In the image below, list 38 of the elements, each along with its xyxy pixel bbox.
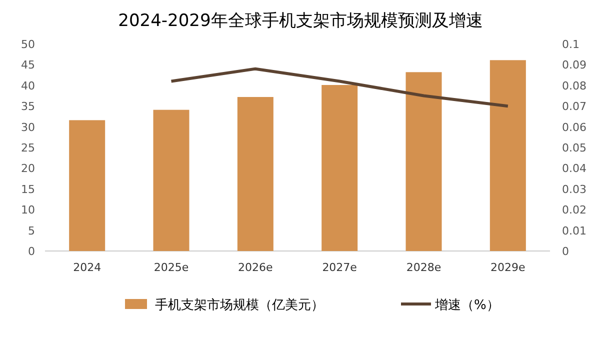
chart-title: 2024-2029年全球手机支架市场规模预测及增速 [118,11,483,31]
x-tick-label: 2026e [238,261,274,274]
y-tick-label: 20 [21,162,35,176]
x-tick-label: 2025e [154,261,189,274]
x-tick-label: 2028e [406,261,442,274]
y-tick-label: 25 [21,142,35,154]
y-tick-label: 15 [21,182,35,196]
x-tick-label: 2024 [73,261,102,274]
y-tick-label: 30 [21,120,35,134]
x-tick-label: 2029e [490,261,526,274]
y2-tick-label: 0.05 [562,142,586,154]
bar [406,72,442,251]
y-tick-label: 35 [21,100,35,114]
y-tick-label: 10 [21,204,35,217]
y2-tick-label: 0.08 [562,79,586,92]
y-tick-label: 50 [21,38,35,51]
bar [322,84,358,251]
y2-tick-label: 0 [562,245,569,258]
y-tick-label: 0 [28,245,35,258]
y2-tick-label: 0.1 [562,38,580,51]
legend-label: 增速（%） [434,298,500,313]
y2-tick-label: 0.04 [562,162,586,176]
y-tick-label: 45 [21,58,35,72]
y-tick-label: 5 [28,224,35,238]
y2-tick-label: 0.01 [562,224,586,238]
y2-tick-label: 0.06 [562,120,586,134]
x-tick-label: 2027e [322,261,358,274]
bar [237,96,274,251]
legend-label: 手机支架市场规模（亿美元） [155,297,324,313]
bar [490,60,526,251]
bar [153,110,190,251]
y2-tick-label: 0.03 [562,182,586,196]
y2-tick-label: 0.07 [562,100,586,114]
line-series [170,67,510,108]
y2-tick-label: 0.09 [562,58,586,72]
y2-tick-label: 0.02 [562,204,586,217]
bar [69,120,106,251]
y-tick-label: 40 [21,79,35,92]
